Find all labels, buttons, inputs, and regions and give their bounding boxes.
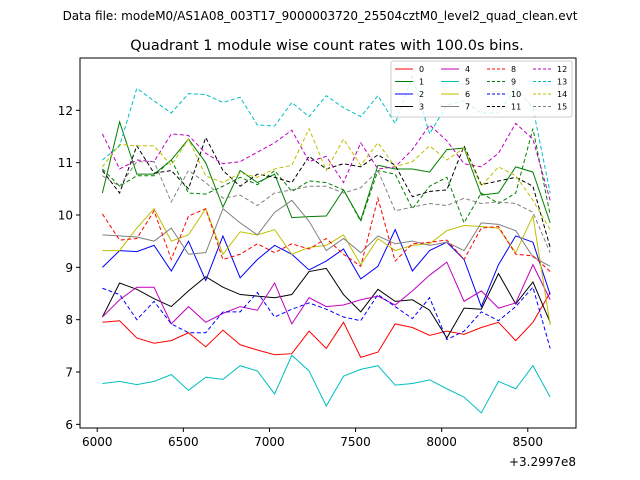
legend-label-13: 13 <box>557 78 567 87</box>
x-tick-label: 6000 <box>82 435 113 449</box>
x-tick-label: 8500 <box>513 435 544 449</box>
series-line-12 <box>101 122 551 201</box>
x-tick-label: 6500 <box>168 435 199 449</box>
plot-area-frame <box>79 57 577 429</box>
x-tick-label: 7500 <box>340 435 371 449</box>
legend-label-12: 12 <box>557 65 567 74</box>
legend-label-10: 10 <box>511 90 521 99</box>
y-tick-label: 6 <box>65 418 73 432</box>
x-axis-offset-label: +3.2997e8 <box>509 455 576 469</box>
series-line-5 <box>102 354 551 414</box>
y-tick-label: 7 <box>65 366 73 380</box>
series-line-13 <box>102 74 551 194</box>
series-line-10 <box>102 286 551 349</box>
legend-label-11: 11 <box>511 103 521 112</box>
series-line-0 <box>102 292 551 358</box>
x-tick-label: 8000 <box>426 435 457 449</box>
legend-label-9: 9 <box>511 78 516 87</box>
chart-title: Quadrant 1 module wise count rates with … <box>130 38 524 54</box>
legend-label-7: 7 <box>465 103 470 112</box>
series-line-6 <box>102 207 551 325</box>
series-line-4 <box>102 261 551 325</box>
legend-label-5: 5 <box>465 78 470 87</box>
series-line-1 <box>101 120 551 224</box>
series-line-9 <box>102 128 551 225</box>
series-line-14 <box>101 127 551 230</box>
y-tick-label: 12 <box>58 104 73 118</box>
series-line-7 <box>102 199 551 267</box>
legend-label-6: 6 <box>465 90 470 99</box>
y-tick-label: 9 <box>65 261 73 275</box>
series-line-2 <box>102 228 551 308</box>
y-tick-label: 11 <box>58 156 73 170</box>
series-lines <box>101 74 551 414</box>
legend-label-15: 15 <box>557 103 567 112</box>
legend-label-4: 4 <box>465 65 470 74</box>
y-tick-label: 8 <box>65 313 73 327</box>
series-line-8 <box>101 196 551 272</box>
series-line-15 <box>102 161 551 253</box>
legend-frame <box>390 60 573 118</box>
x-axis: 6000 6500 7000 7500 8000 8500 <box>82 428 543 449</box>
legend-label-2: 2 <box>419 90 424 99</box>
chart-suptitle: Data file: modeM0/AS1A08_003T17_90000037… <box>63 9 578 23</box>
series-line-11 <box>101 136 551 248</box>
legend-label-1: 1 <box>419 78 424 87</box>
y-tick-label: 10 <box>58 209 73 223</box>
series-line-3 <box>101 267 551 339</box>
legend-label-14: 14 <box>557 90 567 99</box>
y-axis: 6 7 8 9 10 11 12 <box>58 104 80 432</box>
legend-label-3: 3 <box>419 103 424 112</box>
legend-label-8: 8 <box>511 65 516 74</box>
legend-label-0: 0 <box>419 65 424 74</box>
x-tick-label: 7000 <box>254 435 285 449</box>
